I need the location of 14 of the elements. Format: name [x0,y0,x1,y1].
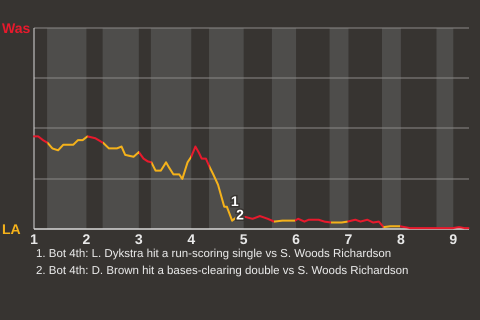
x-tick-label: 5 [240,231,248,247]
x-tick-label: 2 [82,231,91,247]
x-tick-label: 6 [292,231,300,247]
x-tick-label: 1 [30,231,38,247]
x-tick-label: 7 [344,231,353,247]
annotation: 1 [230,192,239,209]
text: Was [2,20,30,36]
text: LA [2,221,21,237]
x-tick-label: 8 [396,231,405,247]
text: 2. Bot 4th: D. Brown hit a bases-clearing double vs S. Woods Richardson [36,265,408,277]
x-tick-label: 3 [134,231,143,247]
text: 1. Bot 4th: L. Dykstra hit a run-scoring single vs S. Woods Richardson [36,248,392,260]
x-tick-label: 4 [187,231,196,247]
x-tick-label: 9 [449,231,458,247]
